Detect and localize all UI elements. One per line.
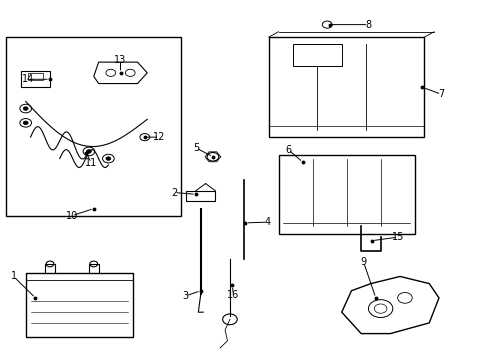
Text: 10: 10 xyxy=(65,211,78,221)
Circle shape xyxy=(86,150,91,153)
Circle shape xyxy=(23,107,28,111)
Text: 2: 2 xyxy=(170,188,177,198)
Bar xyxy=(6,37,181,216)
Bar xyxy=(292,44,341,66)
Text: 11: 11 xyxy=(85,158,97,168)
Text: 13: 13 xyxy=(114,55,126,65)
Text: 16: 16 xyxy=(227,290,239,300)
Bar xyxy=(26,273,132,337)
Text: 14: 14 xyxy=(22,74,34,84)
Text: 7: 7 xyxy=(437,89,444,99)
Bar xyxy=(21,71,50,87)
Bar xyxy=(268,37,424,137)
Text: 1: 1 xyxy=(10,271,17,282)
Polygon shape xyxy=(341,276,438,334)
Text: 6: 6 xyxy=(285,145,291,155)
Bar xyxy=(278,155,414,234)
Polygon shape xyxy=(94,62,147,84)
Text: 12: 12 xyxy=(153,132,165,142)
Bar xyxy=(28,73,42,80)
Text: 3: 3 xyxy=(182,291,188,301)
Circle shape xyxy=(23,121,28,125)
Text: 8: 8 xyxy=(365,19,371,30)
Text: 5: 5 xyxy=(192,143,199,153)
Bar xyxy=(186,191,215,202)
Circle shape xyxy=(106,157,111,160)
Text: 9: 9 xyxy=(360,257,366,267)
Text: 15: 15 xyxy=(391,232,403,242)
Text: 4: 4 xyxy=(264,217,270,227)
